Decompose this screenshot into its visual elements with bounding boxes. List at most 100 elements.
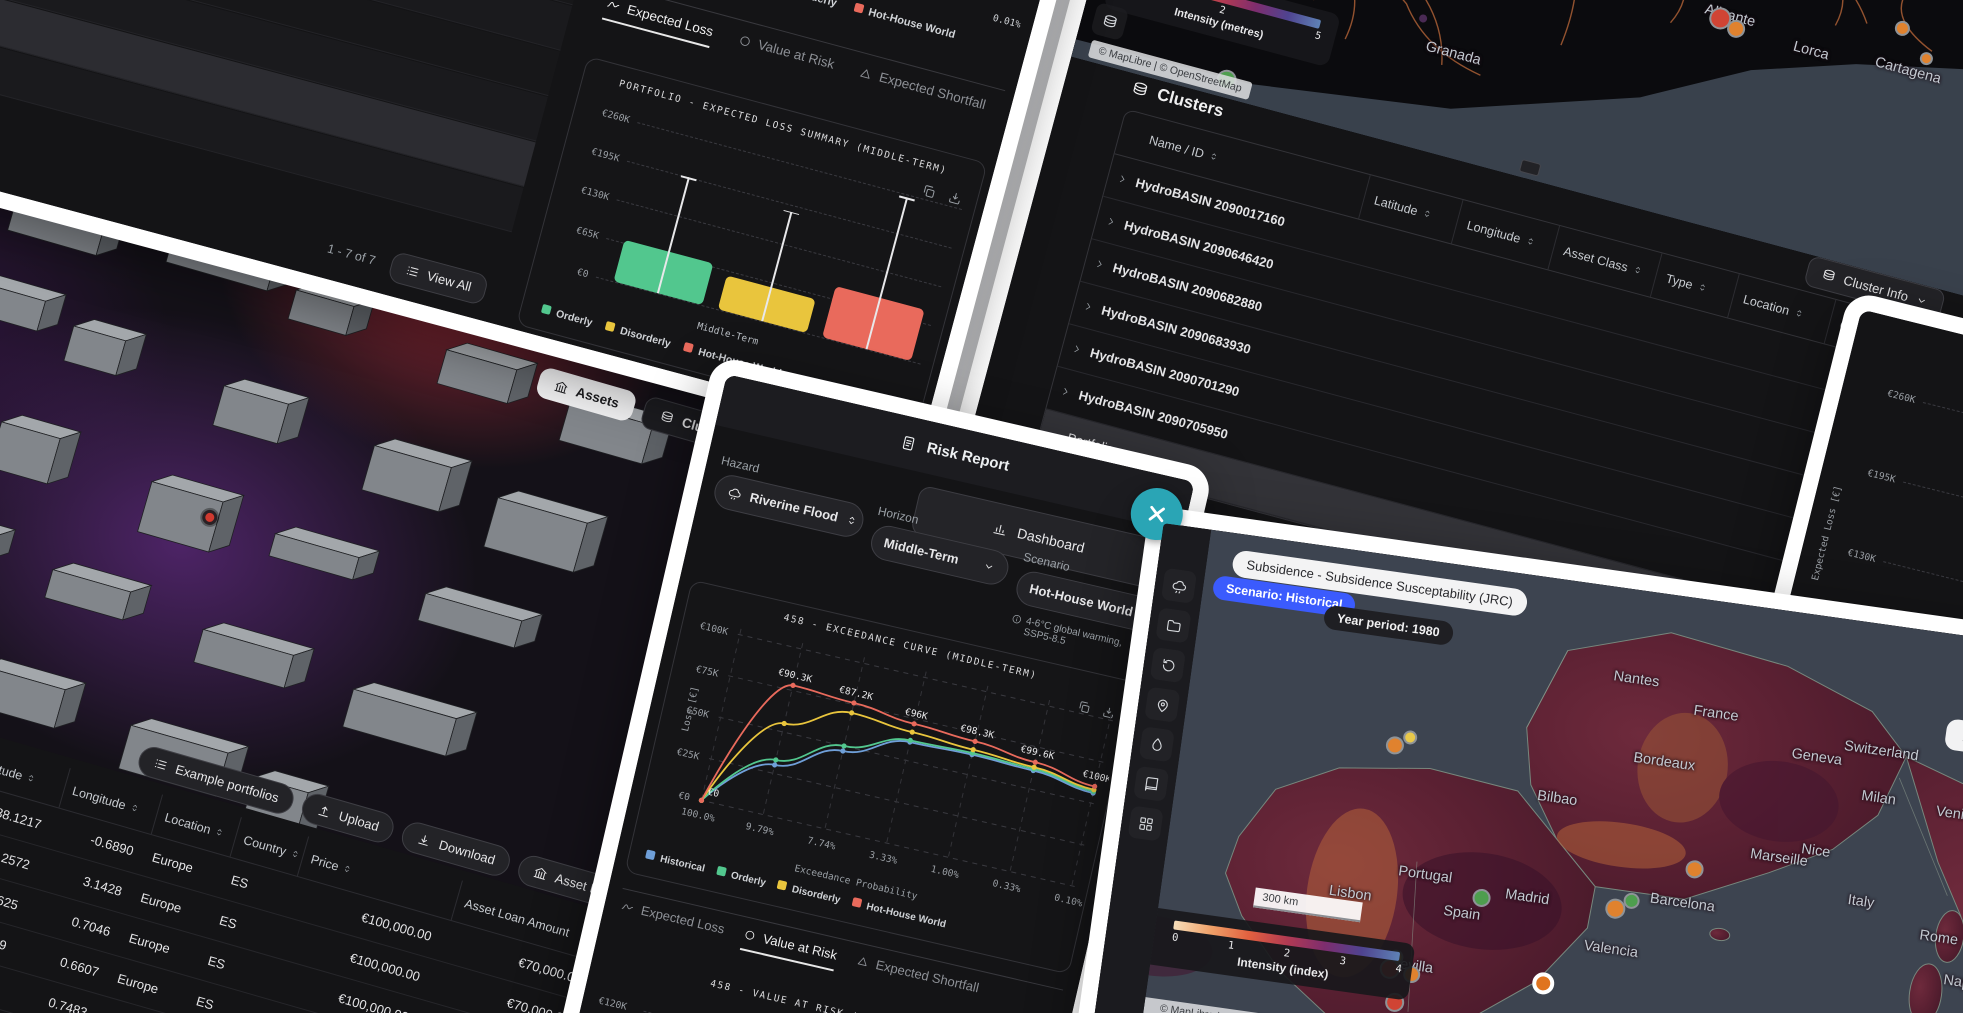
tab-value-at-risk[interactable]: Value at Risk (740, 926, 839, 972)
legend-tick: 5 (1313, 30, 1323, 43)
circle-icon (740, 35, 750, 46)
tab-expected-loss[interactable]: Expected Loss (601, 0, 715, 48)
column-header[interactable]: Country (229, 817, 309, 876)
upload-icon (318, 806, 328, 818)
rail-grid-button[interactable] (1127, 805, 1164, 842)
legend-item: Disorderly (604, 321, 672, 350)
flood-map[interactable] (1071, 0, 1963, 306)
column-header[interactable]: Location (150, 794, 241, 857)
book-icon (1144, 776, 1158, 791)
legend-item: Orderly (540, 303, 594, 329)
clusters-heading: Clusters (1129, 78, 1226, 122)
cluster-info-button[interactable]: Cluster Info (1803, 254, 1947, 322)
pagination-range: 1 - 7 of 7 (325, 241, 378, 268)
layers-icon (1133, 82, 1148, 96)
legend-tick: 0 (1171, 931, 1180, 945)
assets-toggle-button[interactable]: Assets (534, 365, 639, 423)
bank-icon (533, 868, 547, 880)
table-row[interactable]: HydroBASIN 2090017160 (1103, 154, 1930, 416)
download-button[interactable]: Download (398, 818, 514, 880)
table-row[interactable]: HydroBASIN 2090705950 (1046, 366, 1873, 628)
tool-rail (1085, 523, 1212, 1013)
portfolio-report-panel: 1 - 7 of 7 View All 0.01% HistoricalOrde… (0, 0, 1278, 459)
chevright-icon[interactable] (1058, 384, 1073, 399)
clusters-table: Name / ID Latitude Longitude Asset Class Typ… (1033, 108, 1943, 672)
table-row[interactable]: HydroBASIN 2090682880 (1080, 239, 1907, 501)
rail-book-button[interactable] (1133, 765, 1170, 802)
tab-value-at-risk[interactable]: Value at Risk (734, 32, 836, 81)
column-header[interactable]: Longitude (1450, 199, 1560, 270)
legend-item: Orderly (715, 865, 767, 889)
legend-tick: 2 (1282, 947, 1291, 960)
updown-icon (345, 866, 350, 873)
table-row[interactable]: HydroBASIN 2090701290 (1057, 324, 1885, 586)
exceedance-last-tick: 0.01% (991, 12, 1022, 31)
y-tick: €130K (1846, 547, 1877, 566)
chevdown-icon (1919, 298, 1926, 303)
column-header[interactable]: Latitude (1358, 175, 1463, 244)
layers-icon (661, 411, 674, 422)
rail-droplet-button[interactable] (1138, 726, 1175, 763)
chevright-icon[interactable] (1104, 214, 1119, 229)
pin-icon (1157, 699, 1168, 712)
updown-icon (217, 829, 222, 836)
rail-cloud-button[interactable] (1160, 567, 1198, 604)
horizon-select[interactable]: Middle-Term (867, 522, 1012, 588)
layers-icon (1103, 14, 1117, 27)
example-portfolios-button[interactable]: Example portfolios (134, 743, 298, 818)
chevright-icon[interactable] (1081, 299, 1096, 314)
column-header[interactable]: Longitude (58, 768, 163, 834)
clusters-toggle-button[interactable]: Clusters (639, 394, 756, 457)
save-icon[interactable] (946, 189, 964, 207)
legend-item: Disorderly (776, 879, 842, 906)
rail-pin-button[interactable] (1144, 686, 1181, 723)
legend-tick: 1 (1227, 939, 1236, 952)
y-tick: €0 (677, 790, 691, 804)
tab-expected-loss[interactable]: Expected Loss (617, 898, 726, 945)
app-logo[interactable] (1127, 484, 1187, 544)
view-all-button[interactable]: View All (386, 250, 490, 306)
cell-country: ES (229, 872, 251, 892)
copy-icon[interactable] (920, 182, 938, 200)
updown-icon (132, 804, 137, 811)
exceedance-plot: €0€90.3K€87.2K€96K€98.3K€99.6K€100K (698, 628, 1116, 888)
column-header[interactable]: Type (1649, 253, 1739, 318)
chevright-icon[interactable] (1070, 341, 1085, 356)
svg-text:€90.3K: €90.3K (777, 667, 813, 686)
subsidence-map[interactable]: Nantes France Bordeaux Switzerland Geneva Mil… (1141, 529, 1963, 1013)
cell-country: ES (194, 993, 216, 1013)
table-row[interactable]: HydroBASIN 2090646420 (1091, 196, 1919, 458)
var-first-tick: €120K (597, 995, 628, 1013)
svg-text:€96K: €96K (904, 707, 929, 723)
column-header[interactable]: Location (1727, 273, 1836, 344)
exceedance-chart: 458 - EXCEEDANCE CURVE (MIDDLE-TERM) Los… (624, 579, 1137, 975)
y-tick: €260K (1886, 388, 1917, 406)
column-header[interactable]: Name / ID (1115, 110, 1370, 219)
copy-icon[interactable] (1076, 699, 1093, 716)
column-header[interactable]: Latitude (0, 742, 70, 808)
rail-folder-button[interactable] (1155, 607, 1192, 644)
rail-history-button[interactable] (1149, 646, 1186, 684)
legend-item: Historical (644, 849, 706, 875)
layers-button[interactable] (1090, 1, 1130, 42)
cell-location: Europe (138, 889, 184, 916)
column-header[interactable]: Asset Class (1547, 225, 1662, 297)
tab-expected-shortfall[interactable]: Expected Shortfall (855, 64, 987, 121)
svg-text:€0: €0 (707, 787, 721, 800)
y-axis-label: Expected Loss [€] (1810, 484, 1845, 582)
hazard-group: Hazard Riverine Flood (710, 453, 871, 541)
save-icon[interactable] (1100, 704, 1117, 721)
cell-location: Europe (150, 849, 195, 876)
y-tick: €75K (694, 663, 720, 680)
download-icon (418, 835, 428, 846)
table-row[interactable]: HydroBASIN 2090683930 (1068, 281, 1896, 543)
doc-icon (903, 435, 915, 451)
chevright-icon[interactable] (1092, 256, 1107, 271)
upload-button[interactable]: Upload (298, 790, 398, 846)
list-icon (154, 759, 167, 770)
column-header[interactable]: Price (296, 836, 462, 920)
chevright-icon[interactable] (1115, 171, 1130, 186)
hazard-select[interactable]: Riverine Flood (710, 471, 867, 541)
tab-expected-shortfall[interactable]: Expected Shortfall (853, 953, 980, 1005)
dashboard-button[interactable]: Dashboard (909, 484, 1167, 591)
